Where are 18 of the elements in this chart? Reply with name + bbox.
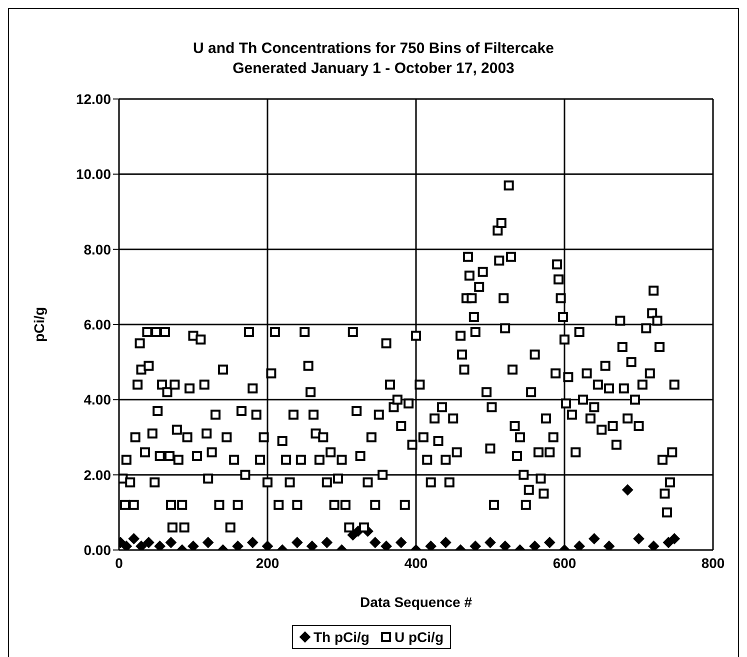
x-tick-label: 600 [552,554,576,571]
y-tick-label: 10.00 [76,166,112,182]
y-tick-label: 8.00 [84,241,112,258]
legend-label: U pCi/g [394,629,444,645]
legend-label: Th pCi/g [314,629,370,645]
y-axis-title: pCi/g [30,307,47,342]
y-tick-label: 12.00 [76,90,112,107]
chart-subtitle: Generated January 1 - October 17, 2003 [232,59,516,79]
x-tick-label: 0 [115,554,124,571]
x-tick-label: 200 [256,554,280,571]
y-tick-label: 0.00 [84,542,112,558]
chart-title: U and Th Concentrations for 750 Bins of Filtercake [192,39,555,59]
x-axis-title: Data Sequence # [360,594,472,610]
x-tick-label: 800 [701,554,725,571]
y-tick-label: 4.00 [84,392,112,408]
y-tick-label: 2.00 [84,466,112,483]
y-tick-label: 6.00 [84,316,112,332]
x-tick-label: 400 [404,554,428,571]
